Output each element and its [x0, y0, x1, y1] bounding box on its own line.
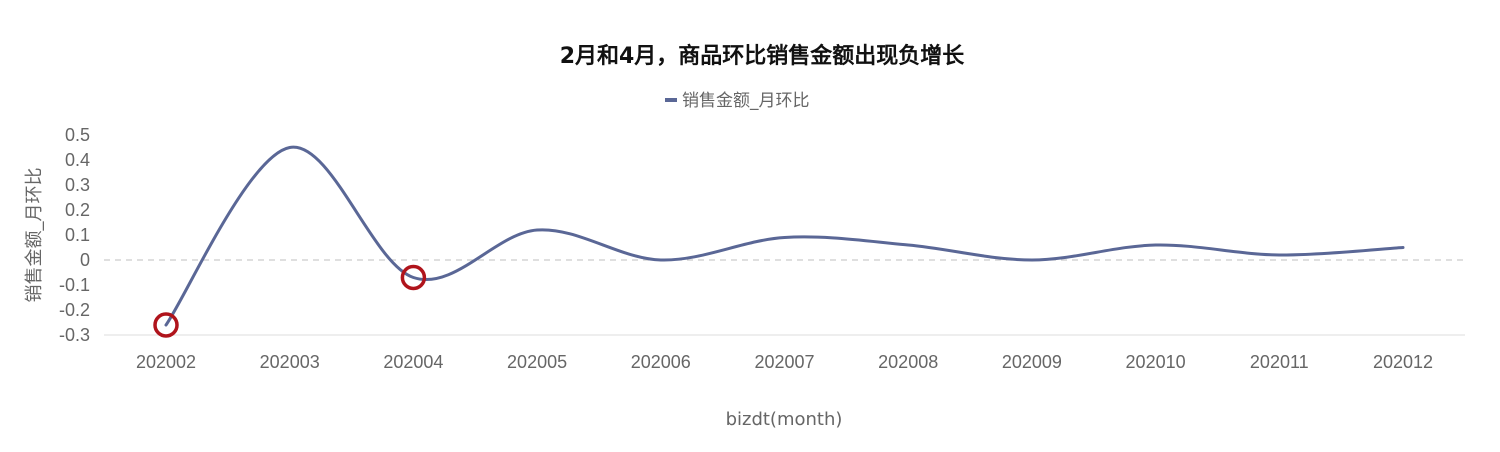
chart-title: 2月和4月，商品环比销售金额出现负增长	[560, 43, 966, 69]
y-tick-label: 0.1	[65, 225, 90, 245]
series-line[interactable]	[164, 145, 1405, 327]
highlight-markers	[153, 264, 427, 338]
x-tick-label: 202009	[1002, 352, 1062, 372]
y-tick-label: 0	[80, 250, 90, 270]
highlight-marker-202002	[153, 312, 179, 338]
y-axis-ticks: -0.3 -0.2 -0.1 0 0.1 0.2 0.3 0.4 0.5	[59, 125, 90, 345]
y-axis-label: 销售金额_月环比	[24, 168, 45, 303]
y-tick-label: -0.2	[59, 300, 90, 320]
y-tick-label: 0.5	[65, 125, 90, 145]
y-tick-label: 0.3	[65, 175, 90, 195]
y-tick-label: -0.1	[59, 275, 90, 295]
y-tick-label: 0.2	[65, 200, 90, 220]
x-tick-label: 202010	[1126, 352, 1186, 372]
x-axis-ticks: 202002 202003 202004 202005 202006 202007 2020…	[136, 352, 1433, 372]
x-tick-label: 202012	[1373, 352, 1433, 372]
y-tick-label: -0.3	[59, 325, 90, 345]
highlight-marker-202004	[400, 264, 427, 291]
x-tick-label: 202008	[878, 352, 938, 372]
x-tick-label: 202003	[260, 352, 320, 372]
legend-swatch	[665, 98, 677, 102]
legend[interactable]: 销售金额_月环比	[665, 91, 810, 111]
y-tick-label: 0.4	[65, 150, 90, 170]
x-tick-label: 202004	[383, 352, 443, 372]
x-tick-label: 202002	[136, 352, 196, 372]
x-tick-label: 202006	[631, 352, 691, 372]
x-tick-label: 202007	[754, 352, 814, 372]
x-axis-label: bizdt(month)	[726, 409, 843, 430]
x-tick-label: 202011	[1250, 352, 1309, 372]
legend-label: 销售金额_月环比	[682, 91, 810, 111]
x-tick-label: 202005	[507, 352, 567, 372]
